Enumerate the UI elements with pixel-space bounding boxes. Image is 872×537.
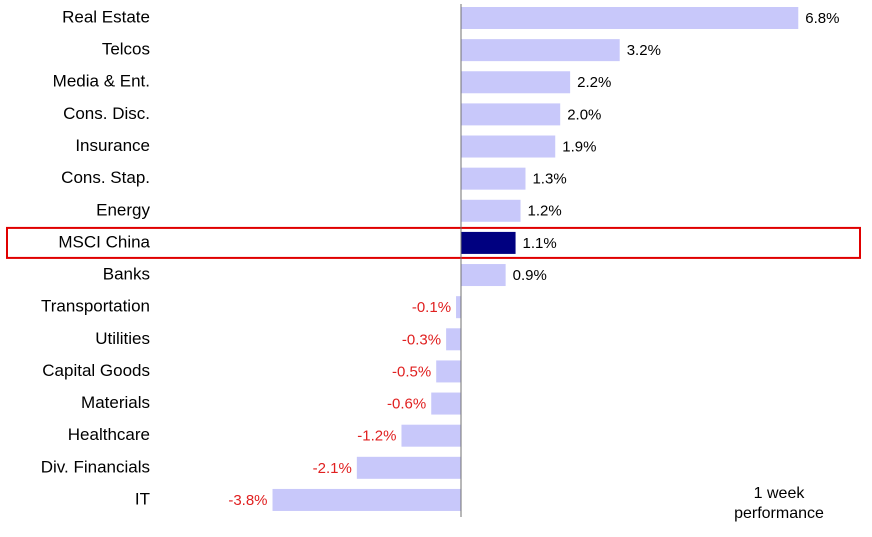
annotation: 1 week performance (734, 485, 824, 522)
category-label: Healthcare (68, 425, 150, 444)
category-label: Media & Ent. (53, 72, 150, 91)
bar (461, 199, 521, 222)
value-label: 3.2% (627, 42, 661, 59)
category-label: Cons. Disc. (63, 104, 150, 123)
category-label: Cons. Stap. (61, 168, 150, 187)
bar (461, 103, 561, 126)
bar (356, 456, 461, 479)
value-label: 1.3% (532, 171, 566, 188)
bar (401, 424, 461, 447)
value-label: 1.1% (523, 235, 557, 252)
bar (461, 39, 620, 62)
bar (456, 296, 461, 319)
category-label: Energy (96, 200, 150, 219)
category-label: Telcos (102, 40, 150, 59)
category-label: Capital Goods (42, 361, 150, 380)
bar (272, 488, 461, 511)
category-label: IT (135, 489, 150, 508)
value-label: 0.9% (513, 267, 547, 284)
category-label: Utilities (95, 329, 150, 348)
category-label: Insurance (75, 136, 150, 155)
value-label: -1.2% (357, 428, 396, 445)
bar (461, 264, 506, 287)
value-label: -3.8% (228, 492, 267, 509)
highlight-box (6, 226, 861, 259)
bar (461, 7, 799, 29)
category-label: Materials (81, 393, 150, 412)
value-label: -2.1% (313, 460, 352, 477)
value-label: 1.9% (562, 138, 596, 155)
value-label: -0.3% (402, 331, 441, 348)
value-label: -0.5% (392, 363, 431, 380)
bar (461, 231, 516, 254)
value-label: 6.8% (805, 10, 839, 27)
bar (461, 135, 556, 158)
value-label: 2.2% (577, 74, 611, 91)
bar (446, 328, 461, 351)
value-label: 1.2% (528, 203, 562, 220)
category-label: Banks (103, 265, 150, 284)
bar (461, 167, 526, 190)
category-label: Div. Financials (41, 457, 150, 476)
value-label: -0.1% (412, 299, 451, 316)
category-label: Transportation (41, 297, 150, 316)
category-label: MSCI China (58, 232, 150, 251)
bar (436, 360, 461, 383)
bar (431, 392, 461, 415)
value-label: 2.0% (567, 106, 601, 123)
bar (461, 71, 571, 94)
category-label: Real Estate (62, 7, 150, 26)
value-label: -0.6% (387, 396, 426, 413)
